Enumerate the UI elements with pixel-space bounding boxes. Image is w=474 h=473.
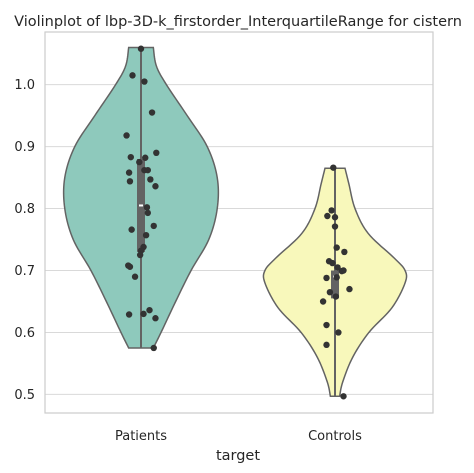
- violin-controls: [262, 164, 408, 400]
- data-point: [150, 222, 157, 230]
- data-point: [152, 183, 159, 190]
- data-point: [152, 315, 159, 322]
- data-point: [329, 259, 336, 267]
- data-point: [142, 154, 149, 161]
- data-point: [128, 226, 135, 233]
- x-tick-label: Patients: [115, 429, 167, 444]
- data-point: [330, 164, 337, 171]
- data-point: [123, 132, 130, 139]
- data-point: [153, 149, 160, 157]
- data-point: [335, 329, 342, 336]
- data-point: [144, 166, 151, 174]
- x-tick-label: Controls: [308, 429, 362, 444]
- data-point: [340, 393, 347, 400]
- data-point: [144, 209, 151, 217]
- data-point: [323, 341, 330, 349]
- data-point: [341, 248, 348, 256]
- median-marker: [139, 204, 143, 207]
- data-point: [331, 223, 339, 230]
- data-point: [150, 344, 157, 352]
- y-tick-label: 0.7: [14, 264, 35, 279]
- data-point: [125, 311, 133, 318]
- y-tick-label: 1.0: [14, 78, 35, 93]
- data-point: [148, 109, 156, 116]
- data-point: [324, 212, 331, 220]
- violin-patients: [62, 45, 220, 352]
- data-point: [334, 264, 341, 271]
- data-point: [136, 158, 143, 166]
- data-point: [323, 321, 330, 329]
- data-point: [129, 72, 136, 79]
- data-point: [147, 176, 154, 183]
- y-tick-label: 0.5: [14, 388, 35, 403]
- data-point: [125, 169, 133, 176]
- data-point: [146, 306, 153, 314]
- data-point: [131, 273, 139, 280]
- data-point: [328, 207, 335, 214]
- data-point: [141, 78, 148, 85]
- data-point: [319, 298, 327, 305]
- y-tick-label: 0.8: [14, 202, 35, 217]
- iqr-box: [331, 270, 339, 299]
- data-point: [332, 293, 340, 300]
- data-point: [137, 45, 145, 52]
- data-point: [126, 263, 134, 270]
- data-point: [346, 285, 353, 293]
- data-point: [326, 288, 334, 296]
- data-point: [126, 178, 134, 185]
- chart-title: Violinplot of lbp-3D-k_firstorder_Interq…: [14, 14, 462, 30]
- data-point: [323, 274, 330, 282]
- data-point: [143, 204, 151, 211]
- data-point: [127, 153, 134, 161]
- y-tick-label: 0.6: [14, 326, 35, 341]
- data-point: [331, 214, 339, 221]
- data-point: [140, 310, 147, 318]
- data-point: [338, 267, 345, 275]
- plot-frame: [44, 31, 434, 414]
- data-point: [136, 251, 144, 259]
- data-point: [142, 232, 150, 239]
- data-point: [333, 274, 340, 281]
- data-point: [333, 244, 340, 251]
- y-tick-label: 0.9: [14, 140, 35, 155]
- x-axis-title: target: [216, 448, 260, 464]
